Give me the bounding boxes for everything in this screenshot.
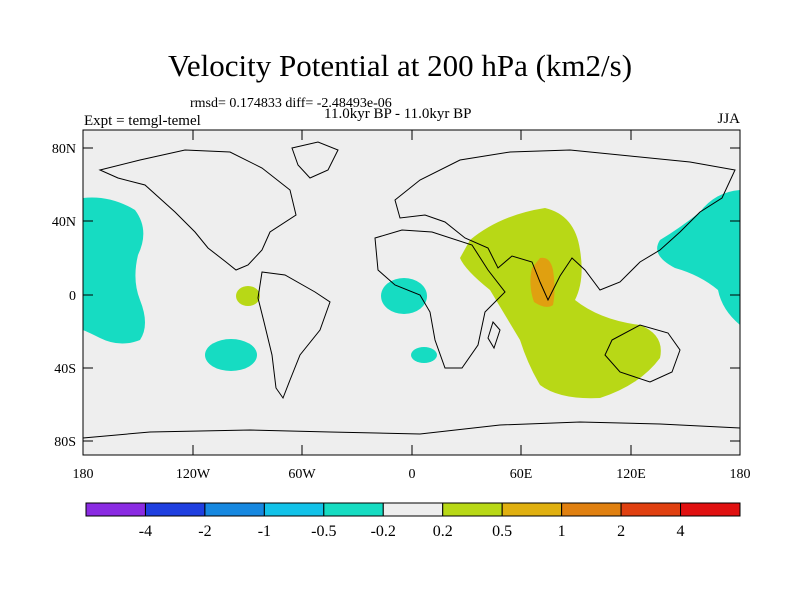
lat-label-80s: 80S [54, 435, 76, 450]
coastline-africa [374, 229, 506, 369]
colorbar-swatch [442, 502, 503, 517]
colorbar-label: 0.5 [492, 523, 512, 540]
negative-anomaly-areas [83, 190, 740, 371]
coastline-north-america [98, 149, 297, 271]
positive-anomaly-areas [236, 208, 661, 399]
lon-label-120e: 120E [616, 467, 646, 482]
coastlines [82, 141, 741, 439]
colorbar-swatch [620, 502, 682, 517]
colorbar-swatch [501, 502, 563, 517]
lon-label-60w: 60W [288, 467, 316, 482]
colorbar-swatch [680, 502, 741, 517]
colorbar-swatch [561, 502, 622, 517]
colorbar-swatch [323, 502, 384, 517]
colorbar-label: 1 [558, 523, 566, 540]
negative-area-west-pacific [657, 190, 740, 325]
lon-label-180w: 180 [73, 467, 94, 482]
experiment-label: Expt = temgl-temel [84, 113, 201, 129]
negative-area-north-pacific-west [83, 197, 145, 344]
colorbar-swatch [382, 502, 444, 517]
lat-label-eq: 0 [69, 289, 76, 304]
colorbar-swatch [85, 502, 146, 517]
coastline-madagascar [487, 320, 501, 350]
colorbar-label: -0.2 [371, 523, 396, 540]
colorbar-swatch [144, 502, 206, 517]
colorbar-swatch [263, 502, 325, 517]
coastline-south-america [257, 271, 331, 400]
strong-positive-area [530, 257, 555, 307]
colorbar-label: 4 [677, 523, 685, 540]
negative-area-south-pacific [205, 339, 257, 371]
colorbar: -4 -2 -1 -0.5 -0.2 0.2 0.5 1 2 4 [85, 502, 741, 540]
colorbar-swatch [204, 502, 265, 517]
lon-label-180e: 180 [730, 467, 751, 482]
positive-area-east-pacific [236, 286, 260, 306]
colorbar-label: -1 [258, 523, 271, 540]
lon-label-0: 0 [409, 467, 416, 482]
coastline-eurasia [394, 149, 736, 302]
plot-title: Velocity Potential at 200 hPa (km2/s) [167, 48, 633, 83]
colorbar-label: 2 [617, 523, 625, 540]
negative-area-gulf-of-guinea [381, 278, 427, 314]
lat-label-80n: 80N [52, 142, 76, 157]
negative-area-south-atlantic [411, 347, 437, 363]
lon-label-60e: 60E [510, 467, 533, 482]
coastline-greenland [291, 141, 339, 179]
lat-label-40s: 40S [54, 362, 76, 377]
colorbar-label: -4 [139, 523, 152, 540]
colorbar-label: -0.5 [311, 523, 336, 540]
stats-subtitle: rmsd= 0.174833 diff= -2.48493e-06 [190, 96, 392, 111]
positive-area-indian-ocean [460, 208, 661, 399]
colorbar-label: 0.2 [433, 523, 453, 540]
lon-label-120w: 120W [176, 467, 211, 482]
coastline-antarctica [82, 421, 741, 439]
colorbar-label: -2 [198, 523, 211, 540]
coastline-australia [604, 324, 681, 383]
axis-ticks [83, 130, 740, 455]
period-subtitle: 11.0kyr BP - 11.0kyr BP [324, 106, 472, 122]
lat-label-40n: 40N [52, 215, 76, 230]
season-label: JJA [717, 111, 740, 127]
